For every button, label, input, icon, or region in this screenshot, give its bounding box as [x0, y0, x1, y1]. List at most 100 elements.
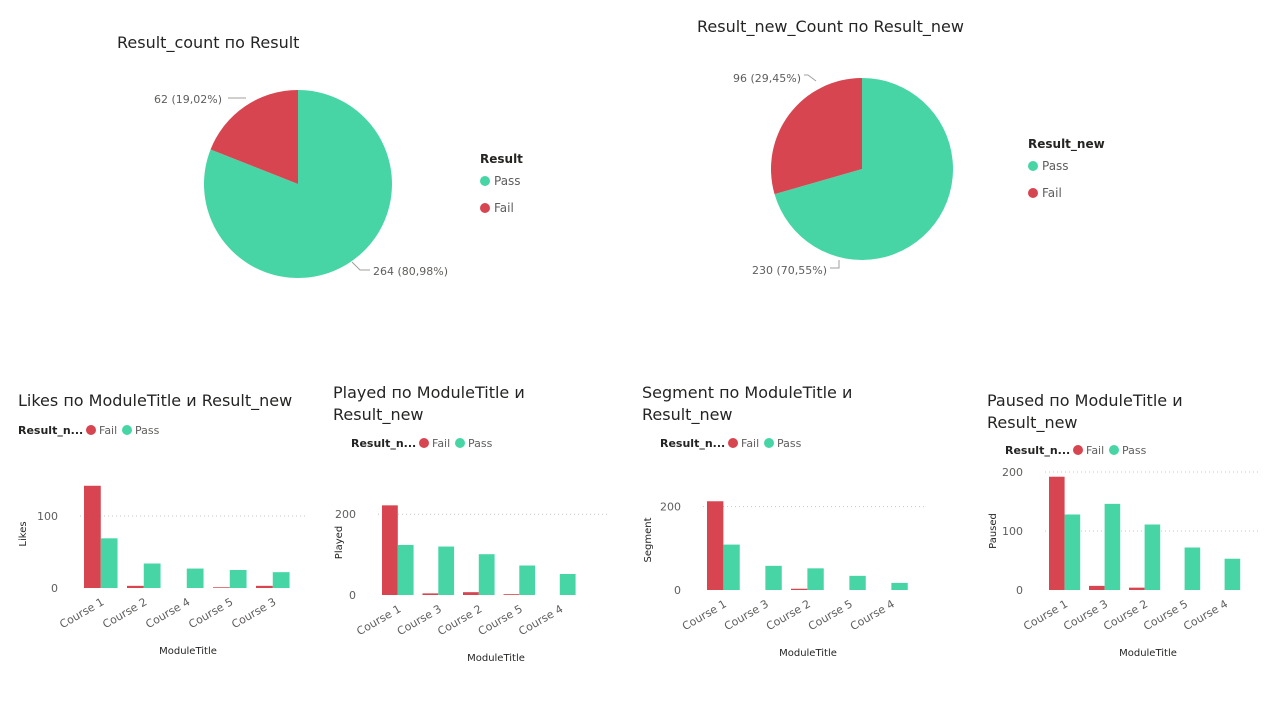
bar-pass — [559, 574, 576, 595]
y-tick-label: 0 — [349, 589, 356, 602]
legend-marker-pass — [1028, 161, 1038, 171]
legend-marker-fail — [1073, 445, 1083, 455]
x-axis-title: ModuleTitle — [779, 648, 837, 659]
bar-pass — [1224, 558, 1241, 590]
pie-chart-result-new: Result_new_Count по Result_new 230 (70,5… — [640, 0, 1240, 320]
pie-chart-result: Result_count по Result 264 (80,98%) 62 (1… — [0, 0, 600, 320]
bar-pass — [849, 575, 866, 590]
bar-pass — [1064, 514, 1081, 590]
x-tick-label: Course 1 — [57, 595, 106, 631]
legend-label-pass: Pass — [1042, 159, 1069, 173]
legend-label-pass: Pass — [777, 437, 802, 450]
bar-fail — [213, 587, 230, 588]
legend-label-fail: Fail — [741, 437, 759, 450]
bar-chart-paused: Paused по ModuleTitle и Result_new Resul… — [975, 380, 1275, 680]
data-label: 264 (80,98%) — [373, 265, 448, 278]
leader-line — [804, 74, 817, 82]
legend-marker-pass — [122, 425, 132, 435]
legend-label-pass: Pass — [135, 424, 160, 437]
legend-title: Result_new — [1028, 137, 1105, 152]
legend-label-fail: Fail — [1042, 186, 1062, 200]
pie-slice-pass — [203, 90, 392, 278]
x-tick-label: Course 1 — [1021, 597, 1070, 633]
bar-pass — [765, 565, 782, 590]
bar-pass — [1184, 547, 1201, 590]
legend-marker-fail — [1028, 188, 1038, 198]
legend-label-fail: Fail — [1086, 444, 1104, 457]
x-tick-label: Course 2 — [435, 602, 484, 638]
leader-line — [351, 261, 370, 271]
bar-pass — [100, 538, 118, 588]
chart-title: Likes по ModuleTitle и Result_new — [18, 391, 293, 410]
data-label: 230 (70,55%) — [752, 264, 827, 277]
leader-line — [830, 260, 840, 269]
x-tick-label: Course 4 — [848, 597, 897, 633]
bar-fail — [84, 485, 101, 588]
y-tick-label: 100 — [1002, 525, 1023, 538]
x-tick-label: Course 4 — [143, 595, 192, 631]
bar-pass — [519, 565, 536, 595]
legend-title: Result_n... — [351, 437, 416, 450]
legend-marker-pass — [764, 438, 774, 448]
bar-pass — [186, 568, 204, 588]
y-tick-label: 200 — [335, 508, 356, 521]
bar-fail — [422, 593, 439, 595]
legend-marker-pass — [1109, 445, 1119, 455]
bar-pass — [143, 563, 161, 588]
bar-pass — [1144, 524, 1161, 590]
chart-title: Result_count по Result — [117, 33, 300, 52]
bar-pass — [397, 544, 414, 595]
x-tick-label: Course 4 — [516, 602, 565, 638]
y-tick-label: 200 — [660, 501, 681, 514]
legend-title: Result — [480, 152, 523, 166]
y-tick-label: 0 — [1016, 584, 1023, 597]
bar-fail — [1129, 587, 1145, 590]
bar-plot: Result_n... Fail Pass 0 100 200 Paused Course 1… — [988, 444, 1260, 659]
x-tick-label: Course 3 — [1061, 597, 1110, 633]
bar-fail — [256, 585, 273, 588]
y-axis-title: Played — [334, 526, 345, 559]
x-tick-label: Course 5 — [186, 595, 235, 631]
legend-marker-fail — [480, 203, 490, 213]
bar-fail — [707, 501, 724, 590]
legend-marker-fail — [419, 438, 429, 448]
pie-slice-pass — [774, 78, 953, 260]
bar-pass — [807, 568, 824, 590]
y-tick-label: 100 — [37, 510, 58, 523]
chart-title: Result_new_Count по Result_new — [697, 17, 964, 36]
legend-marker-fail — [728, 438, 738, 448]
chart-title: Segment по ModuleTitle и Result_new — [642, 383, 853, 424]
data-label: 96 (29,45%) — [733, 72, 801, 85]
pie-slice-fail — [771, 78, 862, 195]
x-tick-label: Course 5 — [476, 602, 525, 638]
bar-pass — [229, 570, 247, 588]
bar-chart-segment: Segment по ModuleTitle и Result_new Resu… — [630, 380, 960, 680]
bar-pass — [272, 572, 290, 588]
pie-slice-fail — [210, 90, 298, 184]
chart-title: Paused по ModuleTitle и Result_new — [987, 391, 1183, 432]
x-tick-label: Course 1 — [354, 602, 403, 638]
legend-marker-fail — [86, 425, 96, 435]
pie-plot: 230 (70,55%) 96 (29,45%) Result_new Pass Fai… — [733, 72, 1105, 277]
bar-pass — [723, 544, 740, 590]
y-axis-title: Paused — [988, 513, 999, 549]
legend-title: Result_n... — [1005, 444, 1070, 457]
pie-plot: 264 (80,98%) 62 (19,02%) Result Pass Fail — [154, 90, 523, 278]
legend-label-fail: Fail — [99, 424, 117, 437]
bar-pass — [478, 554, 495, 595]
legend-label-pass: Pass — [494, 174, 521, 188]
y-tick-label: 0 — [674, 584, 681, 597]
legend-title: Result_n... — [18, 424, 83, 437]
bar-fail — [791, 588, 808, 590]
bar-fail — [127, 585, 144, 588]
x-tick-label: Course 2 — [1101, 597, 1150, 633]
legend-label-pass: Pass — [1122, 444, 1147, 457]
x-tick-label: Course 2 — [100, 595, 149, 631]
x-axis-title: ModuleTitle — [159, 646, 217, 657]
y-tick-label: 0 — [51, 582, 58, 595]
x-tick-label: Course 4 — [1181, 597, 1230, 633]
y-axis-title: Likes — [18, 521, 29, 546]
bar-chart-played: Played по ModuleTitle и Result_new Resul… — [320, 380, 630, 680]
